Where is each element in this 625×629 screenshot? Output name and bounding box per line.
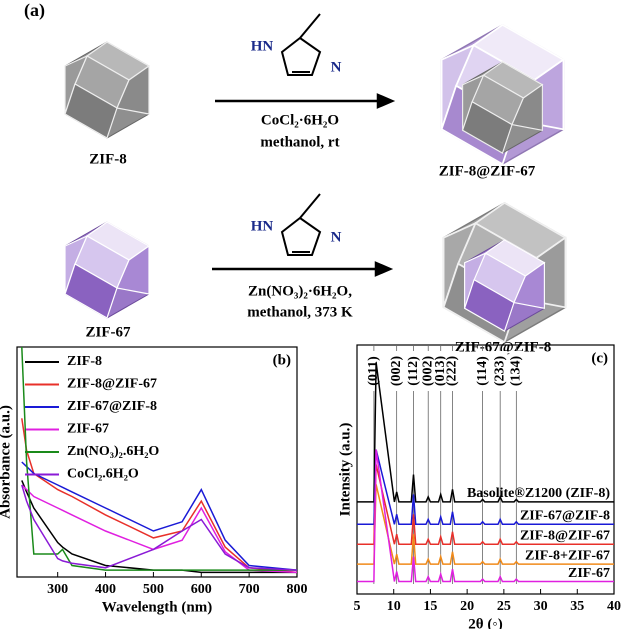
annotation: (222) bbox=[445, 356, 460, 387]
condition: methanol, 373 K bbox=[247, 304, 353, 320]
condition: methanol, rt bbox=[260, 134, 339, 150]
legend-label: CoCl₂.6H₂O bbox=[67, 467, 139, 482]
x-tick-label: 600 bbox=[191, 582, 212, 597]
condition: CoCl₂·6H₂O bbox=[261, 112, 339, 128]
series-line bbox=[21, 346, 297, 571]
annotation: (134) bbox=[509, 356, 524, 387]
series-line bbox=[21, 461, 298, 571]
annotation: (002) bbox=[389, 356, 404, 387]
y-axis-label: Absorbance (a.u.) bbox=[0, 405, 13, 519]
x-tick-label: 30 bbox=[534, 599, 548, 614]
annotation: (233) bbox=[492, 356, 507, 387]
plot-frame bbox=[16, 346, 298, 578]
legend-label: ZIF-67@ZIF-8 bbox=[67, 399, 157, 414]
series-label: ZIF-8@ZIF-67 bbox=[520, 528, 610, 543]
x-tick-label: 40 bbox=[607, 599, 621, 614]
annotation: (002) bbox=[420, 356, 435, 387]
annotation-bg bbox=[406, 351, 421, 391]
n-label: N bbox=[331, 229, 342, 245]
series-line bbox=[21, 480, 297, 574]
reactant-label: ZIF-67 bbox=[86, 324, 132, 340]
condition: Zn(NO₃)₂·6H₂O, bbox=[248, 283, 352, 299]
reactant-label: ZIF-8 bbox=[89, 151, 127, 167]
series-line bbox=[357, 449, 614, 583]
annotation: (013) bbox=[433, 356, 448, 387]
x-tick-label: 5 bbox=[354, 599, 361, 614]
hn-label: HN bbox=[251, 38, 274, 54]
annotation: (114) bbox=[475, 356, 490, 386]
annotation-bg bbox=[421, 351, 436, 391]
series-line bbox=[357, 449, 614, 526]
annotation-bg bbox=[433, 351, 448, 391]
x-tick-label: 20 bbox=[460, 599, 474, 614]
hn-label: HN bbox=[251, 218, 274, 234]
x-tick-label: 300 bbox=[47, 582, 68, 597]
series-line bbox=[357, 362, 614, 503]
annotation-bg bbox=[509, 351, 524, 391]
annotation-bg bbox=[493, 351, 508, 391]
imidazole bbox=[280, 13, 322, 256]
annotation-bg bbox=[475, 351, 490, 391]
y-axis-label: Intensity (a.u.) bbox=[337, 423, 353, 517]
annotation: (011) bbox=[366, 356, 381, 386]
legend-label: ZIF-8@ZIF-67 bbox=[67, 377, 157, 392]
series-line bbox=[357, 484, 614, 565]
x-axis-label: 2θ (◦) bbox=[468, 616, 502, 629]
core-shell-1 bbox=[440, 24, 565, 165]
annotation-bg bbox=[389, 351, 404, 391]
plot-frame bbox=[356, 344, 615, 595]
annotation-bg bbox=[366, 351, 381, 391]
product-label: ZIF-8@ZIF-67 bbox=[439, 163, 536, 179]
x-tick-label: 35 bbox=[570, 599, 584, 614]
x-tick-label: 500 bbox=[143, 582, 164, 597]
panel-label: (a) bbox=[24, 0, 45, 21]
x-tick-label: 15 bbox=[423, 599, 437, 614]
arrows bbox=[212, 93, 396, 277]
legend-label: ZIF-8 bbox=[67, 354, 102, 369]
zif8-crystal bbox=[64, 41, 150, 139]
x-tick-label: 10 bbox=[387, 599, 401, 614]
annotation-bg bbox=[445, 351, 460, 391]
series-label: Basolite®Z1200 (ZIF-8) bbox=[467, 486, 610, 501]
legend-label: Zn(NO₃)₂.6H₂O bbox=[67, 444, 159, 459]
series-line bbox=[21, 484, 298, 571]
panel-label: (c) bbox=[591, 350, 608, 366]
series-line bbox=[21, 484, 298, 574]
zif67-crystal bbox=[64, 221, 150, 319]
series-label: ZIF-67@ZIF-8 bbox=[520, 508, 610, 523]
x-tick-label: 400 bbox=[95, 582, 116, 597]
x-tick-label: 25 bbox=[497, 599, 511, 614]
x-tick-label: 800 bbox=[287, 582, 308, 597]
core-shell-2 bbox=[442, 202, 567, 343]
n-label: N bbox=[331, 59, 342, 75]
annotation: (112) bbox=[406, 356, 421, 386]
scheme: (a) ZIF-8 ZIF-67 ZIF-8@ZIF-67 ZIF-67@ZIF… bbox=[24, 0, 567, 355]
legend-label: ZIF-67 bbox=[67, 422, 109, 437]
series-label: ZIF-67 bbox=[568, 566, 610, 581]
x-tick-label: 700 bbox=[239, 582, 260, 597]
x-axis-label: Wavelength (nm) bbox=[102, 599, 212, 615]
series-line bbox=[357, 464, 614, 545]
panel-label: (b) bbox=[273, 352, 291, 368]
series-label: ZIF-8+ZIF-67 bbox=[525, 548, 610, 563]
